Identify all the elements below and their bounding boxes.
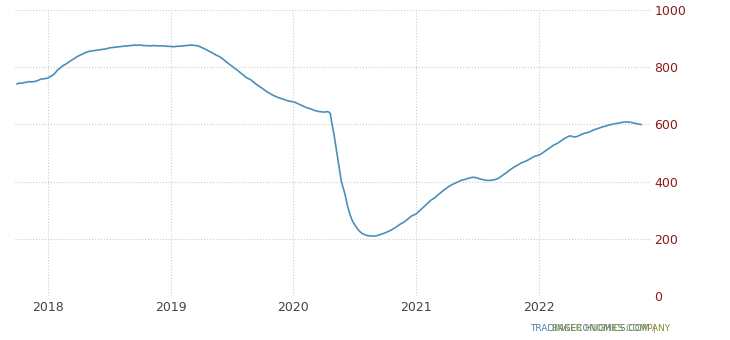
Text: BAKER HUGHES COMPANY: BAKER HUGHES COMPANY xyxy=(552,324,670,333)
Text: TRADINGECONOMICS.COM: TRADINGECONOMICS.COM xyxy=(530,324,650,333)
Text: |: | xyxy=(650,324,658,333)
